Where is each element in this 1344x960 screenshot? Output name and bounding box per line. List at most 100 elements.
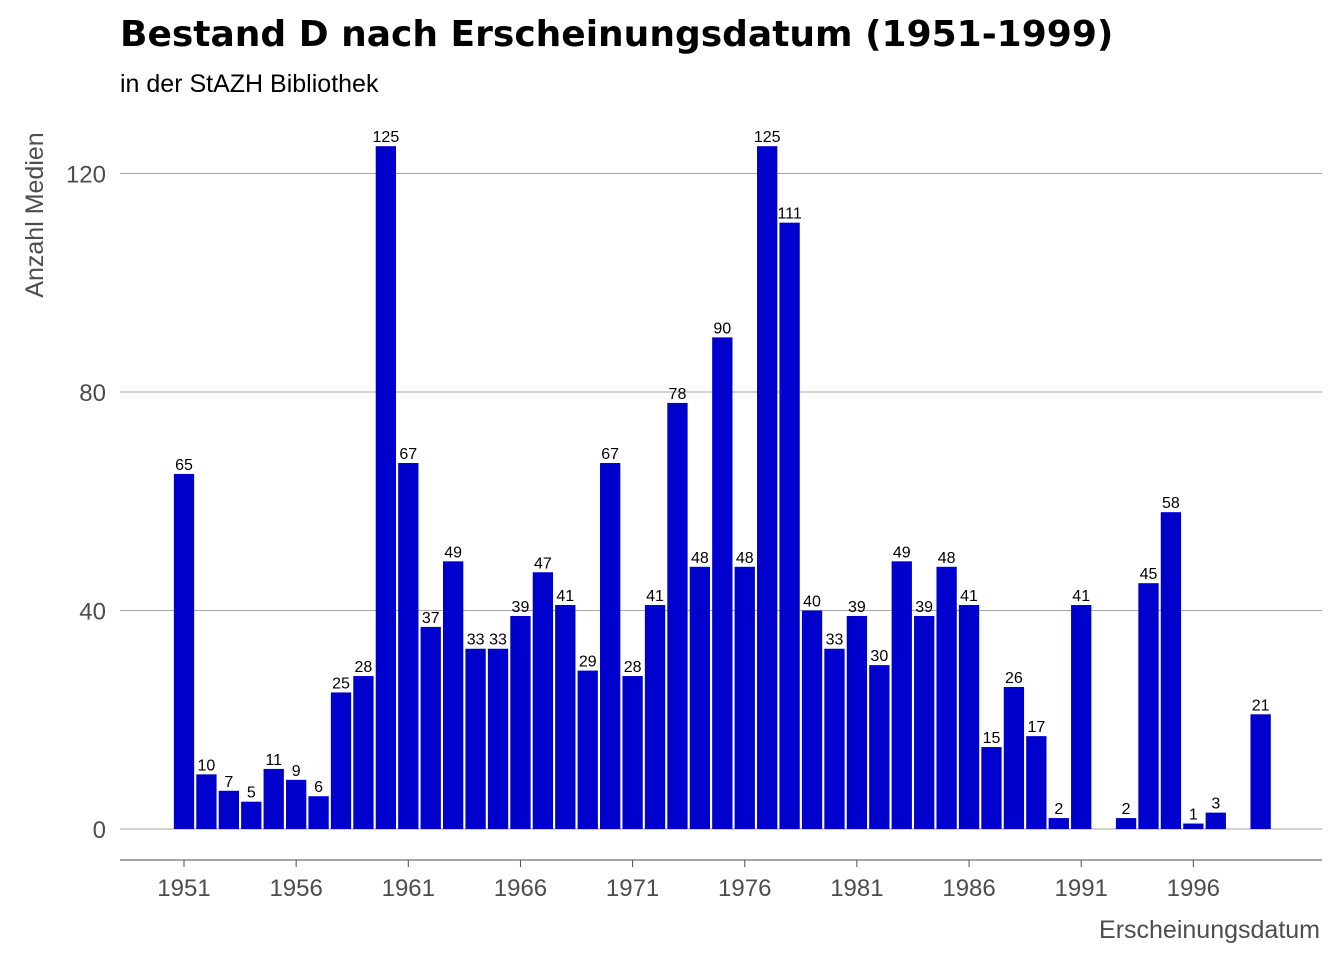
bar-1990 <box>1048 818 1069 829</box>
bar-1962 <box>420 626 441 829</box>
data-label-1982: 30 <box>870 648 888 665</box>
data-label-1960: 125 <box>373 129 400 146</box>
bar-1970 <box>600 463 621 829</box>
y-tick-label-80: 80 <box>79 380 106 407</box>
data-label-1953: 7 <box>224 774 233 791</box>
bar-1978 <box>779 222 800 830</box>
bar-1963 <box>443 561 464 829</box>
data-label-1963: 49 <box>444 544 462 561</box>
bar-1956 <box>286 779 307 829</box>
bar-1965 <box>487 648 509 829</box>
bar-1983 <box>891 561 912 829</box>
data-label-1981: 39 <box>848 599 866 616</box>
bar-1955 <box>263 768 284 829</box>
data-label-1971: 28 <box>624 659 642 676</box>
data-label-1968: 41 <box>556 588 574 605</box>
bar-1951 <box>173 473 195 829</box>
y-tick-label-120: 120 <box>66 162 106 189</box>
bar-1979 <box>801 610 823 829</box>
bar-1994 <box>1138 583 1159 829</box>
chart-title: Bestand D nach Erscheinungsdatum (1951-1… <box>120 14 1114 55</box>
bar-1969 <box>577 670 598 829</box>
bar-1967 <box>532 572 554 829</box>
data-label-1990: 2 <box>1054 801 1063 818</box>
x-tick-label-1956: 1956 <box>269 875 322 902</box>
data-label-1955: 11 <box>265 752 282 769</box>
bar-1989 <box>1026 736 1047 829</box>
data-label-1988: 26 <box>1005 670 1023 687</box>
bar-1975 <box>712 337 733 829</box>
x-tick-label-1966: 1966 <box>494 875 547 902</box>
bar-1984 <box>914 615 935 829</box>
bars <box>173 146 1271 830</box>
bar-1977 <box>757 146 778 829</box>
data-label-1993: 2 <box>1122 801 1131 818</box>
data-label-1952: 10 <box>198 757 216 774</box>
data-label-1972: 41 <box>646 588 664 605</box>
bar-1988 <box>1003 686 1025 829</box>
x-tick-label-1951: 1951 <box>157 875 210 902</box>
data-label-1970: 67 <box>601 446 619 463</box>
data-label-1989: 17 <box>1027 719 1045 736</box>
data-label-1964: 33 <box>467 632 485 649</box>
data-label-1954: 5 <box>247 785 256 802</box>
data-label-1987: 15 <box>983 730 1001 747</box>
data-label-1985: 48 <box>938 550 956 567</box>
data-label-1974: 48 <box>691 550 709 567</box>
data-label-1951: 65 <box>175 457 193 474</box>
bar-1958 <box>330 692 352 829</box>
data-label-1958: 25 <box>332 675 350 692</box>
bar-1966 <box>510 615 531 829</box>
bar-1980 <box>824 648 845 829</box>
x-tick-label-1961: 1961 <box>382 875 435 902</box>
bar-1953 <box>218 790 240 829</box>
bar-1952 <box>196 774 217 829</box>
bar-1960 <box>375 146 397 829</box>
data-label-1997: 3 <box>1211 796 1220 813</box>
bar-1982 <box>869 665 890 829</box>
data-label-1986: 41 <box>960 588 978 605</box>
chart-subtitle: in der StAZH Bibliothek <box>120 70 379 98</box>
bar-1981 <box>846 615 868 829</box>
data-label-1975: 90 <box>713 320 731 337</box>
data-label-1965: 33 <box>489 632 507 649</box>
data-label-1957: 6 <box>314 779 323 796</box>
x-tick-label-1976: 1976 <box>718 875 771 902</box>
data-label-1999: 21 <box>1252 697 1270 714</box>
bar-1985 <box>936 566 957 829</box>
data-label-1966: 39 <box>512 599 530 616</box>
x-tick-label-1996: 1996 <box>1167 875 1220 902</box>
bar-1986 <box>958 605 980 829</box>
x-axis-ticks: 1951 1956 1961 1966 1971 1976 1981 1986 1991 1996 <box>157 860 1220 902</box>
bar-1976 <box>734 566 755 829</box>
data-label-1980: 33 <box>826 632 844 649</box>
bar-1997 <box>1205 812 1226 829</box>
bar-1974 <box>689 566 711 829</box>
data-label-1996: 1 <box>1189 807 1198 824</box>
data-label-1995: 58 <box>1162 495 1180 512</box>
data-label-1979: 40 <box>803 594 821 611</box>
bar-1961 <box>398 463 419 829</box>
data-label-1969: 29 <box>579 654 597 671</box>
bar-1971 <box>622 676 643 829</box>
data-label-1967: 47 <box>534 555 552 572</box>
data-label-1984: 39 <box>915 599 933 616</box>
bar-1987 <box>981 747 1002 829</box>
data-label-1956: 9 <box>292 763 301 780</box>
bar-1972 <box>644 605 666 829</box>
y-tick-label-0: 0 <box>93 817 106 844</box>
y-axis-title: Anzahl Medien <box>21 132 49 297</box>
data-label-1978: 111 <box>777 206 801 223</box>
x-tick-label-1971: 1971 <box>606 875 659 902</box>
bar-1959 <box>353 676 374 829</box>
data-label-1962: 37 <box>422 610 440 627</box>
x-tick-label-1991: 1991 <box>1055 875 1108 902</box>
data-label-1994: 45 <box>1140 566 1158 583</box>
bar-1968 <box>555 605 576 829</box>
data-label-1991: 41 <box>1072 588 1090 605</box>
x-tick-label-1981: 1981 <box>830 875 883 902</box>
data-label-1959: 28 <box>355 659 373 676</box>
x-axis-title: Erscheinungsdatum <box>1099 916 1320 944</box>
